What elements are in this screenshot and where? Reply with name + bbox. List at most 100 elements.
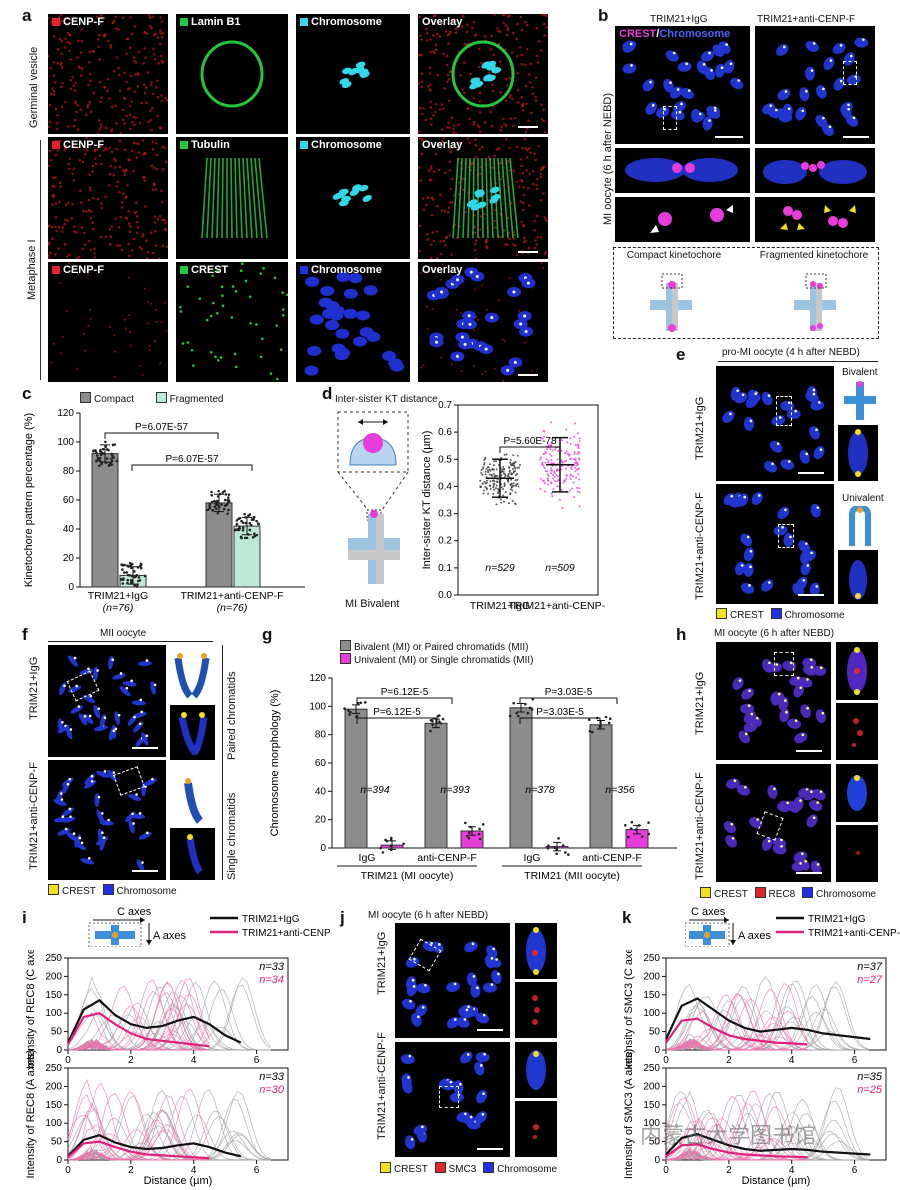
chromosome-spread xyxy=(723,778,826,875)
data-point xyxy=(485,468,488,471)
mean-profile xyxy=(665,1143,808,1159)
data-point xyxy=(578,440,581,443)
data-point xyxy=(546,846,550,850)
data-point xyxy=(509,461,512,464)
data-point xyxy=(488,473,491,476)
data-point xyxy=(100,462,103,466)
y-tick-label: 80 xyxy=(315,730,327,741)
data-point xyxy=(221,491,225,494)
p-value-label: P=5.60E-78 xyxy=(503,436,557,447)
panel-h-zoom-igg-1 xyxy=(836,642,878,700)
data-point xyxy=(136,583,139,586)
x-tick-label: 4 xyxy=(191,1165,197,1176)
panel-g-chart: 0 20 40 60 80 100 120 Chromosome morphology (%)… xyxy=(269,673,677,882)
panel-a-channel-label: Chromosome xyxy=(311,139,382,151)
data-point xyxy=(502,465,505,468)
panel-b-zoom-igg-1 xyxy=(615,148,750,193)
panel-b-micro-anti xyxy=(755,26,875,144)
x-tick-label: 4 xyxy=(789,1165,795,1176)
data-point xyxy=(577,473,580,476)
panel-f-title: MII oocyte xyxy=(100,628,147,639)
y-tick-label: 0.3 xyxy=(438,509,452,520)
data-point xyxy=(547,479,550,482)
x-category-label: IgG xyxy=(524,852,541,864)
y-tick-label: 60 xyxy=(315,758,327,769)
data-point xyxy=(208,504,211,508)
panel-d-chart: 0.0 0.1 0.2 0.3 0.4 0.5 0.6 0.7 Inter-sister KT … xyxy=(421,400,605,612)
data-point xyxy=(565,475,568,478)
data-point xyxy=(515,711,518,715)
data-point xyxy=(137,576,141,579)
y-tick-label: 40 xyxy=(315,786,327,797)
data-point xyxy=(492,473,495,476)
data-point xyxy=(494,487,497,490)
data-point xyxy=(578,437,581,440)
bar xyxy=(509,707,533,849)
data-point xyxy=(573,496,576,499)
data-point xyxy=(556,468,559,471)
panel-j-micro-igg xyxy=(395,923,510,1038)
data-point xyxy=(486,479,489,482)
data-point xyxy=(107,464,111,467)
data-point xyxy=(216,495,220,498)
y-tick-label: 250 xyxy=(45,1063,62,1074)
panel-a-micrograph: CENP-F xyxy=(48,14,168,134)
data-point xyxy=(497,492,500,495)
x-group-n: (n=76) xyxy=(103,602,134,614)
data-point xyxy=(545,448,548,451)
panel-d-bivalent-diagram xyxy=(337,411,409,584)
data-point xyxy=(565,467,568,470)
data-point xyxy=(573,435,576,438)
data-point xyxy=(561,844,565,847)
data-point xyxy=(255,519,258,523)
data-point xyxy=(243,512,246,516)
data-point xyxy=(210,493,214,497)
data-point xyxy=(508,502,511,505)
data-point xyxy=(226,496,230,499)
data-point xyxy=(553,471,556,474)
y-tick-label: 250 xyxy=(643,953,660,964)
y-tick-label: 120 xyxy=(309,673,326,684)
data-point xyxy=(121,578,125,582)
y-tick-label: 0 xyxy=(68,582,74,593)
panel-a-micrograph: Overlay xyxy=(418,262,548,382)
data-point xyxy=(244,521,248,525)
panel-a-micrograph: Tubulin xyxy=(176,137,288,259)
data-point xyxy=(438,714,441,717)
n-label: n=33 xyxy=(259,1071,285,1083)
individual-profile xyxy=(67,1094,210,1161)
panel-b-stain-crest: CREST xyxy=(619,28,657,40)
panel-f-zoom-igg xyxy=(170,705,215,760)
data-point xyxy=(629,827,633,830)
x-category-label: TRIM21+IgG xyxy=(88,590,148,602)
data-point xyxy=(551,495,554,498)
data-point xyxy=(483,480,486,483)
panel-a-micrograph: Overlay xyxy=(418,137,548,259)
data-point xyxy=(504,475,507,478)
y-tick-label: 250 xyxy=(643,1063,660,1074)
data-point xyxy=(502,470,505,473)
data-point xyxy=(469,825,472,829)
data-point xyxy=(552,473,555,476)
panel-j-zoom-anti-1 xyxy=(515,1042,557,1098)
p-value-label: P=3.03E-5 xyxy=(545,687,593,698)
y-tick-label: 40 xyxy=(63,524,75,535)
data-point xyxy=(215,503,219,507)
data-point xyxy=(572,458,575,461)
data-point xyxy=(514,467,517,470)
x-tick-label: 2 xyxy=(726,1165,732,1176)
data-point xyxy=(223,498,227,502)
data-point xyxy=(483,489,486,492)
data-point xyxy=(507,472,510,475)
y-axis-label: Kinetochore pattern percentage (%) xyxy=(23,413,35,587)
data-point xyxy=(495,460,498,463)
n-label: n=394 xyxy=(360,784,390,796)
fragmented-kinetochore-diagram xyxy=(794,273,836,331)
panel-b-compact-label: Compact kinetochore xyxy=(626,250,722,261)
data-point xyxy=(481,482,484,485)
bar xyxy=(205,502,233,588)
data-point xyxy=(245,536,249,540)
data-point xyxy=(129,581,133,585)
data-point xyxy=(577,443,580,446)
data-point xyxy=(244,516,248,519)
